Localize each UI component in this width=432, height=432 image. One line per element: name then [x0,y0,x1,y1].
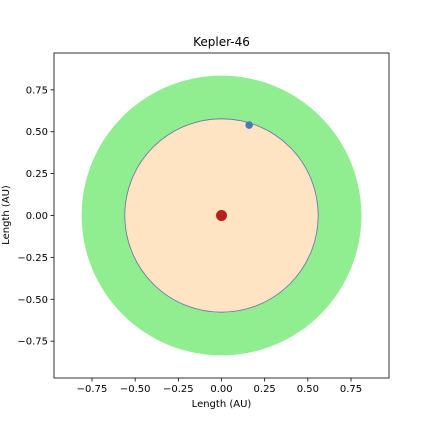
x-tick-label: −0.75 [77,384,108,395]
x-axis: −0.75 −0.50 −0.25 0.00 0.25 0.50 0.75 [77,378,362,395]
y-axis: −0.75 −0.50 −0.25 0.00 0.25 0.50 0.75 [17,85,54,348]
y-tick-label: −0.75 [17,337,48,348]
y-tick-label: −0.50 [17,295,48,306]
y-tick-label: 0.50 [26,127,48,138]
plot-area [53,52,390,379]
plot-marks [81,75,362,356]
y-tick-label: −0.25 [17,253,48,264]
y-tick-label: 0.75 [26,85,48,96]
x-tick-label: −0.50 [120,384,151,395]
x-tick-label: −0.25 [163,384,194,395]
chart-title: Kepler-46 [193,35,250,49]
y-axis-label: Length (AU) [1,185,12,245]
x-axis-label: Length (AU) [192,399,252,410]
y-tick-label: 0.25 [26,169,48,180]
x-tick-label: 0.00 [210,384,232,395]
planet-point [245,121,253,129]
habitable-zone-ring [81,75,362,356]
x-tick-label: 0.25 [254,384,276,395]
x-tick-label: 0.75 [340,384,362,395]
y-tick-label: 0.00 [26,211,48,222]
star-point [216,210,227,221]
x-tick-label: 0.50 [297,384,319,395]
